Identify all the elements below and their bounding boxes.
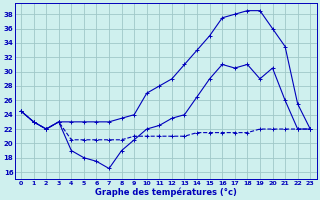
X-axis label: Graphe des températures (°c): Graphe des températures (°c) — [95, 187, 236, 197]
